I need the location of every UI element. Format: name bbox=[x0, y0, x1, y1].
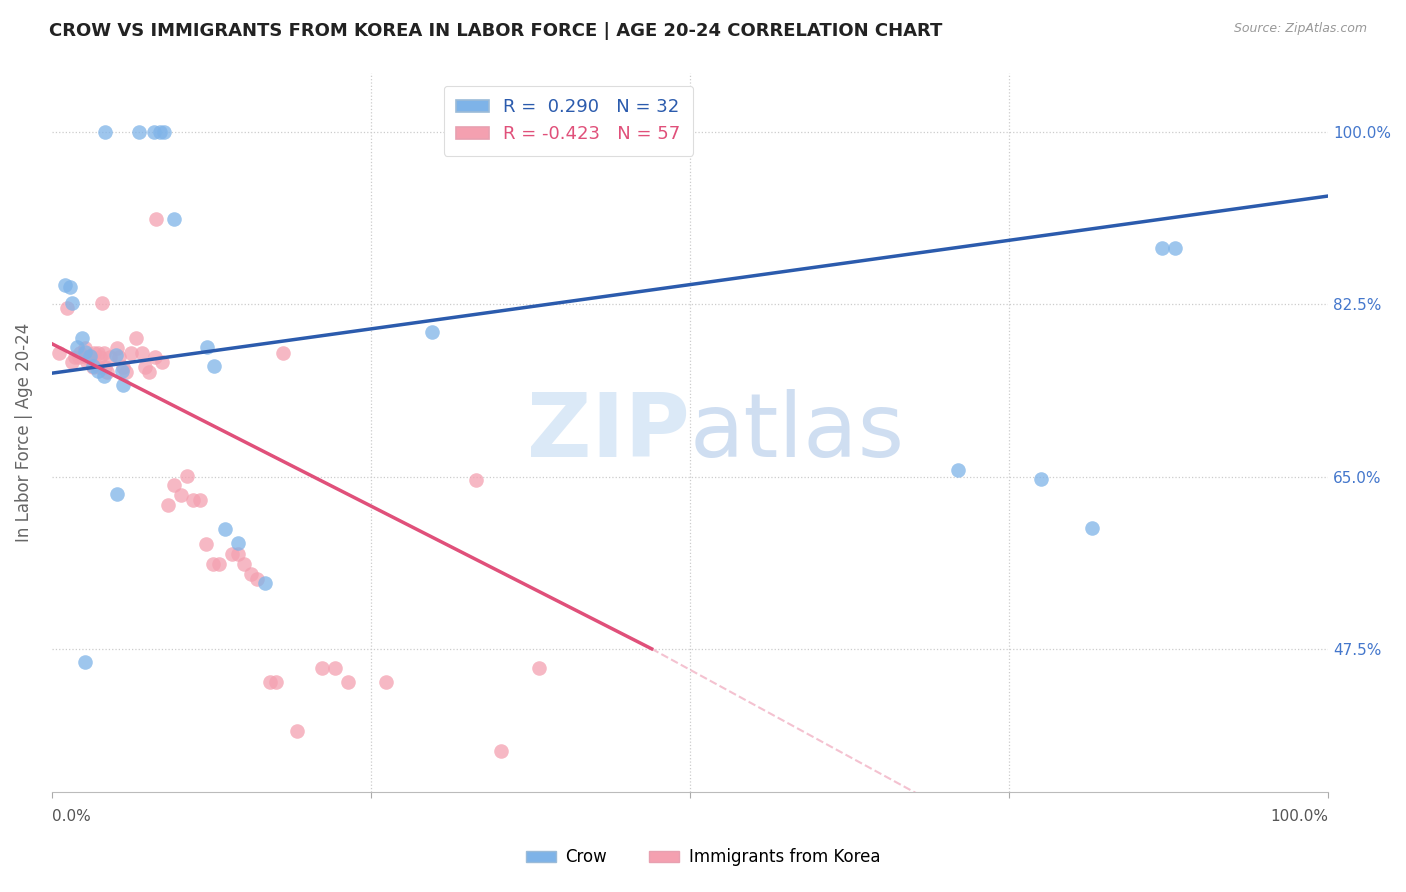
Point bbox=[60, 296, 83, 310]
Point bbox=[120, 345, 142, 359]
Point bbox=[105, 341, 128, 355]
Point bbox=[188, 493, 211, 508]
Point bbox=[214, 522, 236, 536]
Point bbox=[311, 660, 333, 674]
Point bbox=[94, 125, 117, 139]
Point bbox=[89, 351, 111, 365]
Point bbox=[94, 360, 117, 375]
Point bbox=[59, 279, 82, 293]
Point bbox=[169, 488, 191, 502]
Point bbox=[946, 463, 969, 477]
Point bbox=[48, 345, 70, 359]
Point bbox=[90, 296, 112, 310]
Point bbox=[108, 351, 131, 365]
Point bbox=[93, 369, 115, 384]
Point bbox=[143, 351, 166, 365]
Text: Source: ZipAtlas.com: Source: ZipAtlas.com bbox=[1233, 22, 1367, 36]
Point bbox=[66, 340, 89, 354]
Point bbox=[134, 360, 156, 375]
Point bbox=[336, 675, 359, 690]
Point bbox=[1152, 241, 1174, 255]
Point bbox=[156, 498, 179, 512]
Point bbox=[246, 572, 269, 586]
Point bbox=[93, 345, 115, 359]
Point bbox=[253, 575, 276, 590]
Text: atlas: atlas bbox=[690, 389, 905, 475]
Point bbox=[69, 345, 91, 359]
Point bbox=[125, 331, 148, 345]
Point bbox=[233, 557, 256, 571]
Point bbox=[114, 365, 136, 379]
Point bbox=[53, 277, 76, 292]
Point bbox=[208, 557, 231, 571]
Point bbox=[239, 567, 262, 582]
Point bbox=[150, 355, 173, 369]
Point bbox=[86, 345, 108, 359]
Point bbox=[138, 365, 160, 379]
Text: ZIP: ZIP bbox=[527, 389, 690, 475]
Y-axis label: In Labor Force | Age 20-24: In Labor Force | Age 20-24 bbox=[15, 323, 32, 541]
Text: CROW VS IMMIGRANTS FROM KOREA IN LABOR FORCE | AGE 20-24 CORRELATION CHART: CROW VS IMMIGRANTS FROM KOREA IN LABOR F… bbox=[49, 22, 942, 40]
Point bbox=[221, 547, 243, 561]
Point bbox=[1029, 471, 1052, 485]
Point bbox=[63, 351, 86, 365]
Point bbox=[131, 345, 153, 359]
Point bbox=[87, 360, 110, 375]
Legend: R =  0.290   N = 32, R = -0.423   N = 57: R = 0.290 N = 32, R = -0.423 N = 57 bbox=[444, 86, 693, 156]
Point bbox=[142, 125, 165, 139]
Point bbox=[56, 301, 79, 316]
Point bbox=[104, 349, 127, 363]
Point bbox=[80, 351, 103, 365]
Point bbox=[285, 724, 308, 739]
Point bbox=[489, 744, 512, 758]
Point bbox=[112, 378, 135, 392]
Point bbox=[145, 211, 167, 226]
Point bbox=[96, 365, 118, 379]
Point bbox=[375, 675, 398, 690]
Point bbox=[271, 345, 294, 359]
Point bbox=[149, 125, 172, 139]
Legend: Crow, Immigrants from Korea: Crow, Immigrants from Korea bbox=[519, 842, 887, 873]
Point bbox=[73, 341, 96, 355]
Point bbox=[105, 487, 128, 501]
Point bbox=[111, 364, 134, 378]
Point bbox=[259, 675, 281, 690]
Point bbox=[75, 351, 97, 365]
Point bbox=[112, 360, 135, 375]
Point bbox=[197, 340, 219, 354]
Point bbox=[73, 344, 96, 359]
Point bbox=[195, 537, 218, 551]
Point bbox=[128, 125, 150, 139]
Point bbox=[163, 211, 186, 226]
Point bbox=[60, 355, 83, 369]
Point bbox=[202, 359, 225, 374]
Point bbox=[226, 547, 249, 561]
Point bbox=[1164, 241, 1187, 255]
Point bbox=[82, 359, 104, 374]
Text: 100.0%: 100.0% bbox=[1270, 809, 1329, 824]
Point bbox=[86, 364, 108, 378]
Point bbox=[1081, 521, 1104, 535]
Point bbox=[201, 557, 224, 571]
Point bbox=[226, 536, 249, 550]
Point bbox=[83, 345, 105, 359]
Point bbox=[420, 325, 443, 339]
Point bbox=[79, 350, 101, 364]
Point bbox=[266, 675, 288, 690]
Point bbox=[163, 478, 186, 492]
Point bbox=[100, 351, 122, 365]
Point bbox=[529, 660, 551, 674]
Point bbox=[67, 351, 90, 365]
Point bbox=[464, 474, 486, 488]
Text: 0.0%: 0.0% bbox=[52, 809, 90, 824]
Point bbox=[176, 468, 198, 483]
Point bbox=[183, 493, 205, 508]
Point bbox=[153, 125, 176, 139]
Point bbox=[73, 655, 96, 669]
Point bbox=[72, 331, 94, 345]
Point bbox=[82, 360, 104, 375]
Point bbox=[323, 660, 346, 674]
Point bbox=[76, 355, 98, 369]
